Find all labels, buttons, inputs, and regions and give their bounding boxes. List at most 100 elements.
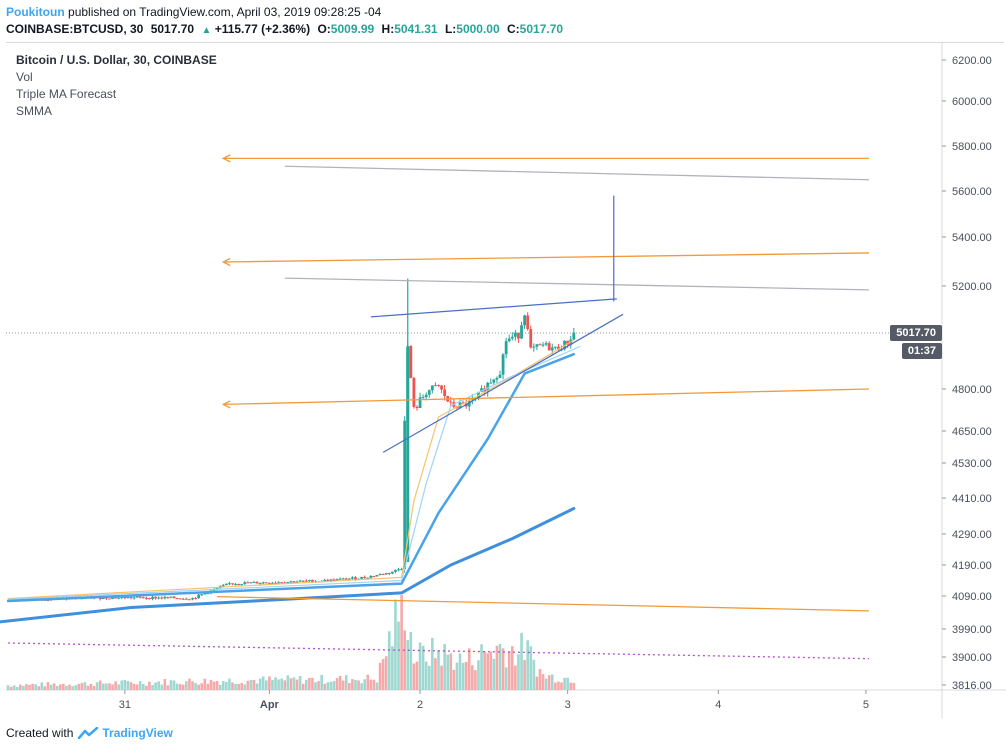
candle-body — [437, 385, 440, 387]
author-name[interactable]: Poukitoun — [6, 5, 65, 19]
dotted-drawing-9 — [7, 642, 870, 660]
candle-body — [409, 346, 413, 378]
candle-body — [172, 596, 176, 599]
x-tick-label: 4 — [715, 699, 721, 711]
volume-bar — [507, 651, 511, 690]
candle-body — [400, 569, 403, 571]
y-tick-label: 5600.00 — [952, 186, 992, 198]
volume-bar — [231, 682, 234, 690]
publish-info: Poukitoun published on TradingView.com, … — [6, 4, 381, 20]
candle-body — [381, 574, 385, 576]
volume-bar — [80, 683, 84, 690]
y-tick-label: 3990.00 — [952, 624, 992, 636]
volume-bar — [157, 681, 160, 690]
candle-body — [369, 575, 373, 578]
candle-body — [566, 340, 570, 345]
candle-body — [203, 593, 207, 595]
candle-body — [126, 597, 130, 599]
candle-body — [535, 344, 539, 347]
candle-body — [421, 397, 425, 399]
volume-bar — [523, 660, 526, 690]
created-with-text: Created with — [6, 726, 74, 740]
volume-bar — [49, 684, 53, 690]
line-drawing-7 — [382, 313, 624, 453]
volume-bar — [58, 684, 62, 690]
volume-bar — [566, 677, 569, 690]
price-chart[interactable]: 6200.00 6000.00 5800.00 5600.00 5400.00 5200.… — [0, 42, 1006, 718]
candle-body — [335, 579, 339, 581]
candle-body — [523, 315, 526, 326]
candle-body — [188, 599, 191, 601]
volume-bar — [277, 679, 280, 690]
tradingview-logo[interactable]: TradingView — [77, 726, 173, 740]
candle-body — [274, 582, 277, 584]
legend-triple-ma[interactable]: Triple MA Forecast — [16, 87, 117, 101]
candle-body — [200, 594, 204, 596]
candle-body — [224, 583, 228, 586]
volume-bar — [492, 658, 496, 690]
candle-body — [237, 583, 241, 585]
volume-bar — [40, 682, 44, 690]
volume-bar — [557, 681, 560, 690]
candle-body — [427, 390, 431, 395]
volume-bar — [424, 661, 428, 690]
volume-bar — [178, 684, 182, 690]
volume-bar — [19, 684, 22, 690]
candle-body — [243, 582, 247, 585]
volume-bar — [366, 674, 370, 690]
volume-bar — [129, 682, 133, 690]
candle-body — [557, 346, 560, 351]
volume-bar — [400, 595, 403, 690]
spike-candle-body — [406, 347, 410, 562]
arrowhead-icon — [221, 154, 231, 163]
volume-bar — [547, 675, 551, 690]
legend-vol[interactable]: Vol — [16, 70, 33, 84]
candle-body — [341, 578, 345, 580]
legend-smma[interactable]: SMMA — [16, 104, 52, 118]
volume-bar — [188, 678, 191, 690]
candle-body — [111, 597, 114, 599]
volume-bar — [37, 686, 41, 690]
volume-bar — [6, 685, 10, 690]
volume-bar — [388, 631, 391, 690]
volume-bar — [228, 678, 231, 690]
candle-body — [492, 379, 496, 383]
line-drawing-6 — [370, 298, 617, 318]
volume-bar — [292, 677, 296, 690]
volume-bar — [326, 682, 330, 690]
volume-bar — [375, 682, 379, 690]
volume-bar — [467, 648, 471, 690]
volume-bar — [240, 683, 243, 690]
volume-bar — [338, 675, 342, 690]
volume-bar — [477, 660, 480, 690]
chart-frame[interactable] — [6, 42, 1004, 719]
candle-body — [326, 579, 330, 582]
candle-body — [572, 332, 576, 340]
candle-body — [495, 377, 499, 380]
volume-bar — [138, 681, 142, 690]
candle-body — [360, 576, 364, 579]
candle-body — [163, 596, 167, 599]
volume-bar — [511, 646, 514, 690]
candle-body — [507, 338, 511, 342]
arrowhead-icon — [221, 400, 231, 409]
arrow-line-drawing-2 — [223, 388, 870, 406]
candle-body — [517, 332, 520, 339]
candle-body — [258, 583, 262, 585]
volume-bar — [283, 680, 287, 690]
candle-body — [323, 579, 327, 582]
volume-bar — [323, 683, 327, 690]
volume-bar — [320, 674, 323, 690]
candle-body — [298, 580, 302, 582]
candle-body — [175, 598, 179, 600]
volume-bar — [169, 680, 173, 690]
candle-body — [347, 578, 351, 580]
volume-bar — [304, 679, 308, 690]
volume-bar — [464, 661, 468, 690]
volume-bar — [421, 645, 425, 690]
last-price: 5017.70 — [150, 22, 195, 36]
candle-body — [132, 597, 136, 599]
candle-body — [434, 385, 437, 387]
candle-body — [529, 329, 533, 348]
volume-bar — [381, 659, 385, 690]
